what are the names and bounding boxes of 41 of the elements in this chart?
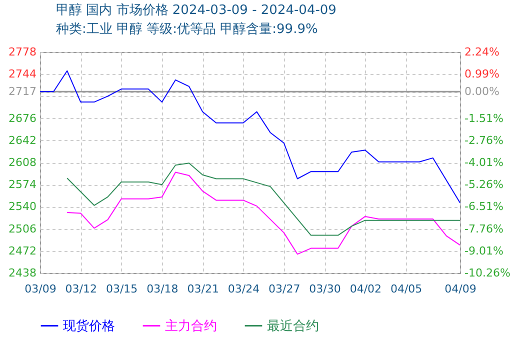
x-tick-label: 04/05 (390, 282, 422, 296)
y2-tick-label: 0.00% (464, 85, 500, 98)
y-tick-label: 2438 (8, 266, 36, 280)
x-tick-label: 04/02 (350, 282, 382, 296)
y2-tick-label: -9.01% (464, 244, 504, 258)
y-tick-label: 2540 (8, 200, 36, 214)
legend-label: 主力合约 (165, 318, 217, 334)
y2-tick-label: -7.76% (464, 222, 504, 236)
y-tick-label: 2472 (8, 244, 36, 258)
x-tick-label: 03/15 (106, 282, 138, 296)
y2-tick-label: 0.99% (464, 68, 500, 81)
legend-label: 最近合约 (267, 318, 319, 334)
y-tick-label: 2506 (8, 222, 36, 236)
y2-tick-label: -5.26% (464, 178, 504, 192)
x-tick-label: 03/09 (24, 282, 56, 296)
chart-title: 甲醇 国内 市场价格 2024-03-09 - 2024-04-09 (56, 3, 336, 18)
y-tick-label: 2574 (8, 178, 36, 192)
y-tick-label: 2642 (8, 134, 36, 147)
x-tick-label: 04/09 (444, 282, 476, 296)
y2-tick-label: -6.51% (464, 200, 504, 214)
y2-tick-label: 2.24% (464, 46, 500, 58)
x-tick-label: 03/12 (65, 282, 97, 296)
line-series (40, 70, 460, 204)
y-tick-label: 2744 (8, 68, 36, 81)
y-tick-label: 2717 (8, 85, 36, 98)
x-tick-label: 03/24 (228, 282, 260, 296)
y-tick-label: 2778 (8, 46, 36, 58)
y2-tick-label: -2.76% (464, 134, 504, 147)
line-series (66, 162, 460, 236)
x-tick-label: 03/21 (187, 282, 219, 296)
x-tick-label: 03/27 (268, 282, 300, 296)
x-tick-label: 03/18 (146, 282, 178, 296)
y-tick-label: 2608 (8, 156, 36, 169)
y2-tick-label: -4.01% (464, 156, 504, 169)
y2-tick-label: -10.26% (464, 266, 510, 280)
x-tick-label: 03/30 (309, 282, 341, 296)
legend-label: 现货价格 (63, 318, 115, 334)
line-series (66, 172, 460, 255)
y-tick-label: 2676 (8, 112, 36, 125)
chart-subtitle: 种类:工业 甲醇 等级:优等品 甲醇含量:99.9% (56, 22, 318, 37)
y2-tick-label: -1.51% (464, 112, 504, 125)
